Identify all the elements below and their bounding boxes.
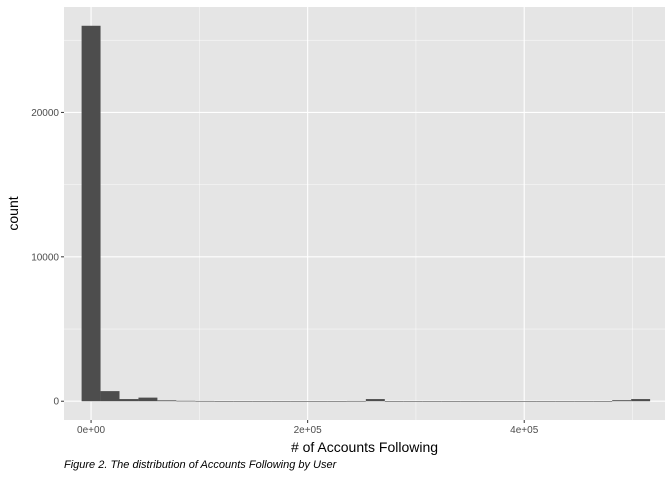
histogram-bar bbox=[233, 401, 253, 402]
histogram-bar bbox=[536, 401, 556, 402]
histogram-bar bbox=[460, 401, 480, 402]
histogram-bar bbox=[555, 401, 575, 402]
x-tick-label: 2e+05 bbox=[294, 425, 323, 436]
histogram-bar bbox=[290, 401, 310, 402]
histogram-bar bbox=[593, 401, 613, 402]
histogram-bar bbox=[271, 401, 291, 402]
histogram-bar bbox=[157, 400, 177, 402]
x-axis: 0e+00 2e+05 4e+05 bbox=[77, 420, 539, 436]
y-tick-label: 0 bbox=[53, 397, 59, 408]
minor-gridlines bbox=[64, 7, 665, 420]
x-tick-label: 4e+05 bbox=[510, 425, 539, 436]
histogram-bars bbox=[81, 25, 651, 402]
figure-caption: Figure 2. The distribution of Accounts F… bbox=[64, 459, 337, 471]
x-axis-title: # of Accounts Following bbox=[291, 439, 438, 455]
histogram-bar bbox=[365, 399, 385, 402]
histogram-bar bbox=[214, 401, 234, 402]
histogram-bar bbox=[479, 401, 499, 402]
y-tick-label: 10000 bbox=[31, 252, 59, 263]
histogram-bar bbox=[346, 400, 366, 402]
histogram-bar bbox=[252, 401, 272, 402]
y-axis: 0 10000 20000 bbox=[31, 108, 64, 408]
histogram-bar bbox=[441, 401, 461, 402]
histogram-bar bbox=[327, 401, 347, 402]
histogram-bar bbox=[631, 399, 651, 402]
histogram-bar bbox=[574, 401, 594, 402]
histogram-bar bbox=[498, 401, 518, 402]
y-axis-title: count bbox=[5, 196, 21, 230]
x-tick-label: 0e+00 bbox=[77, 425, 106, 436]
histogram-bar bbox=[176, 400, 196, 402]
histogram-bar bbox=[517, 401, 537, 402]
histogram-bar bbox=[403, 401, 423, 402]
histogram-bar bbox=[384, 401, 404, 402]
histogram-bar bbox=[100, 391, 120, 402]
y-tick-label: 20000 bbox=[31, 108, 59, 119]
histogram-bar bbox=[138, 397, 158, 402]
histogram-bar bbox=[309, 401, 328, 402]
histogram-bar bbox=[422, 401, 442, 402]
histogram-bar bbox=[612, 400, 632, 402]
plot-panel bbox=[64, 7, 665, 420]
histogram-bar bbox=[119, 399, 139, 402]
histogram-bar bbox=[81, 25, 101, 402]
histogram-bar bbox=[195, 400, 215, 402]
